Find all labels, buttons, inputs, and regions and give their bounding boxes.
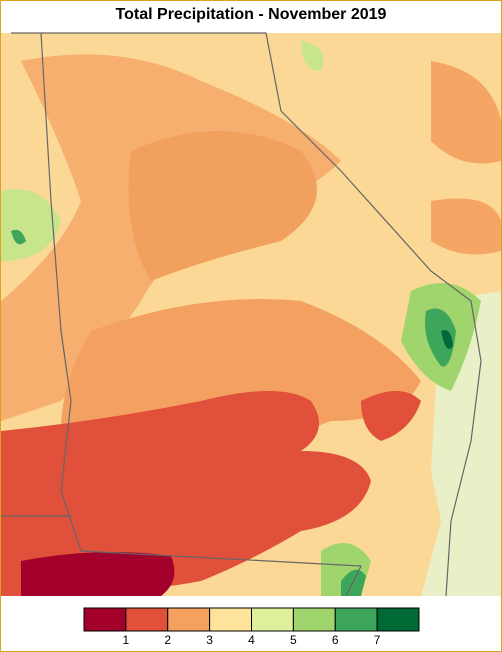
legend-label: 6 xyxy=(332,633,339,647)
legend-swatch xyxy=(334,607,378,632)
legend-label: 7 xyxy=(374,633,381,647)
legend-label: 2 xyxy=(164,633,171,647)
legend-swatch xyxy=(376,607,420,632)
precip-map xyxy=(1,32,501,597)
legend-label: 1 xyxy=(123,633,130,647)
legend-label: 4 xyxy=(248,633,255,647)
legend-swatch xyxy=(125,607,169,632)
legend-label: 3 xyxy=(206,633,213,647)
legend-swatch xyxy=(251,607,294,632)
map-title: Total Precipitation - November 2019 xyxy=(115,6,387,23)
legend-swatch xyxy=(167,607,211,632)
legend-swatch xyxy=(83,607,127,632)
legend-label: 5 xyxy=(290,633,297,647)
legend-swatch xyxy=(209,607,252,632)
legend-swatch xyxy=(292,607,336,632)
legend: 1 2 3 4 5 6 7 xyxy=(83,607,420,647)
